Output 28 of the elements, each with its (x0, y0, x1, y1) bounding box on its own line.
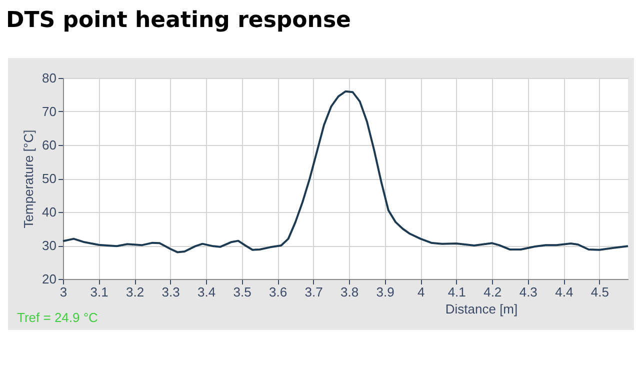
y-tick-label: 70 (42, 104, 56, 119)
y-axis-title: Temperature [°C] (21, 130, 36, 228)
y-tick-label: 40 (42, 204, 56, 220)
x-tick-label: 3.4 (198, 284, 216, 300)
chart-title: DTS point heating response (5, 7, 352, 35)
x-tick-label: 3.3 (162, 284, 180, 300)
x-tick-label: 3.6 (269, 284, 288, 300)
x-tick-label: 4 (417, 284, 425, 300)
x-tick-label: 3.7 (304, 284, 323, 300)
y-tick-label: 30 (42, 238, 56, 253)
text: Tref = 24.9 °C (17, 310, 98, 325)
y-tick-label: 20 (42, 272, 56, 286)
x-tick-label: 4.5 (590, 284, 609, 300)
x-tick-label: 3.9 (376, 284, 394, 300)
x-tick-label: 3.8 (340, 284, 359, 300)
y-tick-label: 80 (42, 70, 56, 86)
x-tick-label: 3.2 (126, 284, 144, 300)
y-tick-label: 50 (42, 171, 56, 186)
x-tick-label: 4.3 (519, 284, 538, 300)
x-tick-label: 3.1 (90, 284, 108, 300)
line-series (62, 90, 629, 254)
x-tick-label: 3.5 (233, 284, 252, 300)
y-tick-label: 60 (42, 138, 56, 152)
x-tick-label: 4.1 (448, 284, 466, 300)
x-tick-label: 3 (60, 284, 68, 300)
x-tick-label: 4.2 (484, 284, 502, 300)
x-tick-label: 4.4 (555, 284, 574, 300)
x-axis-title: Distance [m] (445, 302, 518, 316)
